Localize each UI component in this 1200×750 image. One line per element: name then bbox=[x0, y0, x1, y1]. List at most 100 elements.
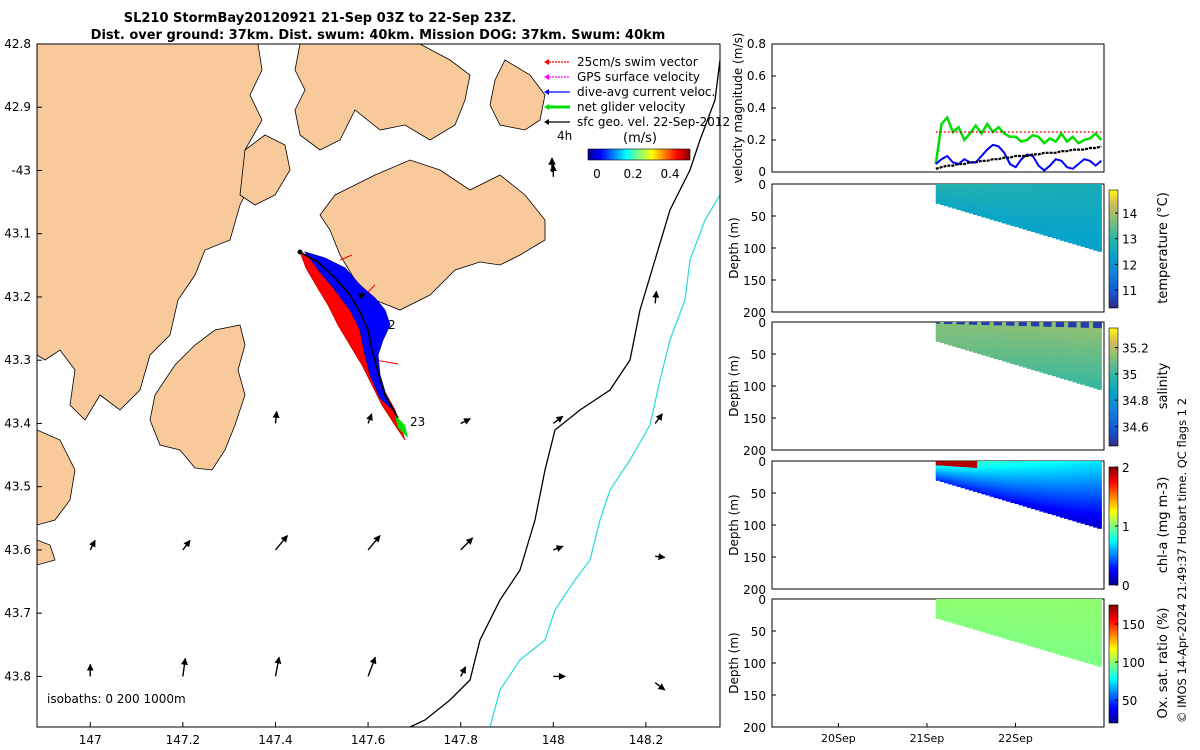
temperature-data-cell bbox=[977, 209, 982, 212]
temperature-data-cell bbox=[952, 198, 957, 200]
oxygen-data-cell bbox=[1060, 599, 1065, 603]
oxygen-data-cell bbox=[1002, 618, 1007, 621]
salinity-data-cell bbox=[985, 329, 991, 332]
oxygen-data-cell bbox=[1047, 613, 1053, 617]
temperature-data-cell bbox=[944, 184, 949, 186]
temperature-data-cell bbox=[1022, 218, 1028, 222]
chl-a-data-cell bbox=[1088, 493, 1094, 497]
oxygen-data-cell bbox=[1093, 617, 1098, 621]
temperature-data-cell bbox=[1064, 238, 1069, 242]
oxygen-data-cell bbox=[1055, 606, 1061, 610]
salinity-data-cell bbox=[1080, 322, 1086, 326]
oxygen-data-cell bbox=[1018, 599, 1024, 602]
chl-a-data-cell bbox=[1093, 500, 1098, 504]
salinity-data-cell bbox=[993, 328, 999, 331]
salinity-data-cell bbox=[997, 340, 1003, 344]
temperature-data-cell bbox=[1031, 214, 1036, 217]
oxygen-data-cell bbox=[1088, 652, 1094, 656]
salinity-data-cell bbox=[1088, 383, 1094, 388]
chl-a-data-cell bbox=[1055, 483, 1061, 487]
chl-a-data-cell bbox=[1031, 463, 1036, 466]
temperature-data-cell bbox=[1026, 190, 1032, 193]
temperature-data-cell bbox=[1018, 209, 1024, 213]
temperature-data-cell bbox=[964, 192, 970, 195]
salinity-data-cell bbox=[1043, 342, 1049, 346]
salinity-cbar-tick-label: 34.8 bbox=[1122, 394, 1149, 408]
oxygen-data-cell bbox=[1022, 615, 1028, 618]
oxygen-data-cell bbox=[977, 604, 982, 607]
temperature-data-cell bbox=[1055, 204, 1061, 208]
chl-a-data-cell bbox=[1068, 511, 1073, 515]
chl-a-data-cell bbox=[1022, 465, 1028, 468]
chl-a-data-cell bbox=[1097, 503, 1102, 508]
salinity-data-cell bbox=[948, 323, 953, 325]
oxygen-data-cell bbox=[1031, 633, 1036, 637]
salinity-data-cell bbox=[973, 337, 978, 340]
chl-a-data-cell bbox=[1060, 481, 1065, 485]
salinity-data-cell bbox=[989, 326, 995, 329]
temperature-data-cell bbox=[1084, 195, 1090, 199]
oxygen-data-cell bbox=[964, 618, 970, 620]
salinity-data-cell bbox=[956, 342, 962, 345]
chl-a-data-cell bbox=[1039, 504, 1044, 508]
chl-a-data-cell bbox=[1018, 490, 1024, 494]
salinity-data-cell bbox=[1018, 341, 1024, 345]
chl-a-data-cell bbox=[985, 473, 991, 476]
chl-a-data-cell bbox=[944, 477, 949, 480]
salinity-data-cell bbox=[1060, 332, 1065, 336]
chl-a-data-cell bbox=[1055, 500, 1061, 504]
oxygen-data-cell bbox=[948, 600, 953, 602]
temperature-data-cell bbox=[989, 185, 995, 188]
salinity-data-cell bbox=[1051, 370, 1057, 374]
velocity-series-line bbox=[934, 115, 1103, 165]
oxygen-data-cell bbox=[960, 599, 966, 601]
chl-a-data-cell bbox=[944, 480, 949, 483]
temperature-data-cell bbox=[1068, 213, 1073, 217]
salinity-ytick-label: 0 bbox=[758, 316, 766, 330]
salinity-data-cell bbox=[1097, 334, 1102, 338]
salinity-data-cell bbox=[993, 351, 999, 355]
salinity-data-cell bbox=[1018, 326, 1024, 329]
salinity-data-cell bbox=[977, 343, 982, 346]
chl-a-data-cell bbox=[993, 484, 999, 487]
temperature-data-cell bbox=[1064, 215, 1069, 219]
salinity-data-cell bbox=[944, 325, 949, 328]
salinity-data-cell bbox=[1051, 361, 1057, 364]
temperature-data-cell bbox=[993, 212, 999, 215]
temperature-data-cell bbox=[993, 213, 999, 217]
temperature-data-cell bbox=[981, 209, 986, 212]
oxygen-data-cell bbox=[993, 602, 999, 605]
salinity-data-cell bbox=[993, 350, 999, 353]
salinity-data-cell bbox=[1051, 322, 1057, 325]
salinity-data-cell bbox=[960, 336, 966, 339]
salinity-data-cell bbox=[964, 339, 970, 342]
salinity-data-cell bbox=[1031, 356, 1036, 360]
temperature-data-cell bbox=[1035, 228, 1040, 232]
chl-a-data-cell bbox=[1022, 479, 1028, 482]
chl-a-data-cell bbox=[960, 486, 966, 489]
chl-a-data-cell bbox=[973, 469, 978, 472]
chl-a-data-cell bbox=[1076, 502, 1082, 506]
chl-a-data-cell bbox=[1002, 491, 1007, 494]
temperature-data-cell bbox=[1088, 237, 1094, 241]
oxygen-data-cell bbox=[964, 625, 970, 628]
chl-a-data-cell bbox=[1002, 473, 1007, 476]
temperature-data-cell bbox=[1055, 213, 1061, 217]
salinity-data-cell bbox=[977, 350, 982, 353]
chl-a-data-cell bbox=[1047, 482, 1053, 486]
temperature-data-cell bbox=[1055, 221, 1061, 225]
chl-a-data-cell bbox=[960, 464, 966, 467]
oxygen-data-cell bbox=[1039, 619, 1044, 623]
temperature-data-cell bbox=[1035, 192, 1040, 196]
oxygen-data-cell bbox=[1051, 613, 1057, 617]
oxygen-data-cell bbox=[1088, 628, 1094, 632]
oxygen-data-cell bbox=[960, 611, 966, 613]
temperature-data-cell bbox=[1043, 228, 1049, 232]
temperature-data-cell bbox=[977, 186, 982, 189]
chl-a-data-cell bbox=[989, 477, 995, 480]
oxygen-data-cell bbox=[1051, 606, 1057, 610]
salinity-data-cell bbox=[1018, 355, 1024, 359]
oxygen-data-cell bbox=[935, 613, 941, 616]
isobath-1000m bbox=[489, 194, 720, 727]
temperature-data-cell bbox=[1051, 201, 1057, 205]
